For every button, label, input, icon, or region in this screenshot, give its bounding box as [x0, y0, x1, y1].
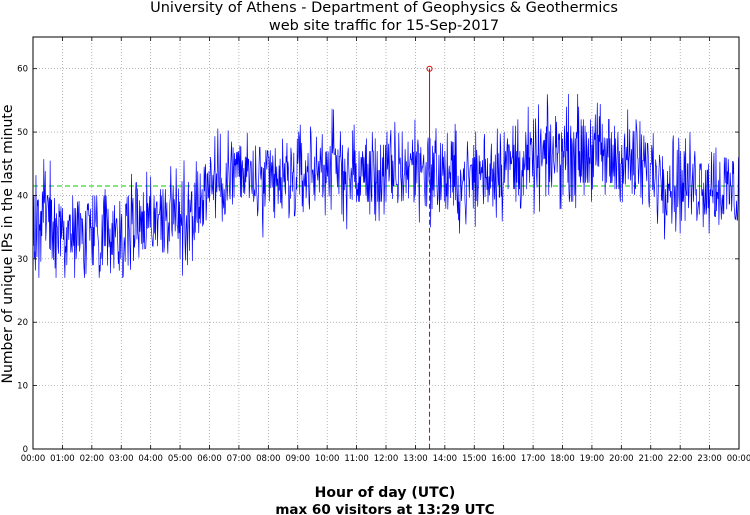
x-tick-label: 05:00	[168, 454, 193, 464]
x-tick-label: 00:00	[21, 454, 46, 464]
peak-marker-layer	[426, 65, 433, 449]
x-tick-label: 21:00	[639, 454, 664, 464]
x-tick-label: 16:00	[491, 454, 516, 464]
x-tick-label: 11:00	[344, 454, 369, 464]
x-tick-label: 17:00	[521, 454, 546, 464]
x-tick-label: 00:00	[727, 454, 750, 464]
x-tick-label: 12:00	[374, 454, 399, 464]
y-tick-label: 40	[17, 191, 28, 201]
chart-title: University of Athens - Department of Geo…	[150, 0, 618, 16]
y-axis-label: Number of unique IPs in the last minute	[0, 105, 16, 384]
x-tick-label: 23:00	[697, 454, 722, 464]
x-tick-label: 08:00	[256, 454, 281, 464]
chart-subtitle: web site traffic for 15-Sep-2017	[269, 18, 499, 34]
x-axis-label: Hour of day (UTC)	[315, 485, 456, 501]
x-tick-label: 13:00	[403, 454, 428, 464]
series-layer	[32, 94, 739, 278]
x-tick-label: 14:00	[433, 454, 458, 464]
y-tick-label: 60	[17, 65, 28, 75]
y-tick-label: 0	[23, 445, 28, 455]
axes: 00:00 01:00 02:00 03:00 04:00 05:00 06:00 07:00…	[17, 36, 750, 464]
x-tick-label: 20:00	[609, 454, 634, 464]
plot-frame	[32, 36, 740, 450]
x-tick-label: 10:00	[315, 454, 340, 464]
y-tick-label: 30	[17, 255, 28, 265]
x-tick-label: 07:00	[227, 454, 252, 464]
x-tick-label: 06:00	[197, 454, 222, 464]
x-tick-label: 09:00	[286, 454, 311, 464]
x-tick-label: 01:00	[50, 454, 75, 464]
y-tick-label: 50	[17, 128, 28, 138]
y-tick-label: 20	[17, 318, 28, 328]
y-tick-label: 10	[17, 382, 28, 392]
x-tick-label: 19:00	[580, 454, 605, 464]
x-tick-label: 15:00	[462, 454, 487, 464]
x-tick-label: 03:00	[109, 454, 134, 464]
traffic-series-line	[32, 94, 739, 278]
peak-point	[426, 65, 433, 72]
x-tick-label: 04:00	[138, 454, 163, 464]
x-tick-label: 18:00	[550, 454, 575, 464]
max-visitors-caption: max 60 visitors at 13:29 UTC	[275, 502, 494, 515]
x-tick-label: 02:00	[80, 454, 105, 464]
x-tick-label: 22:00	[668, 454, 693, 464]
